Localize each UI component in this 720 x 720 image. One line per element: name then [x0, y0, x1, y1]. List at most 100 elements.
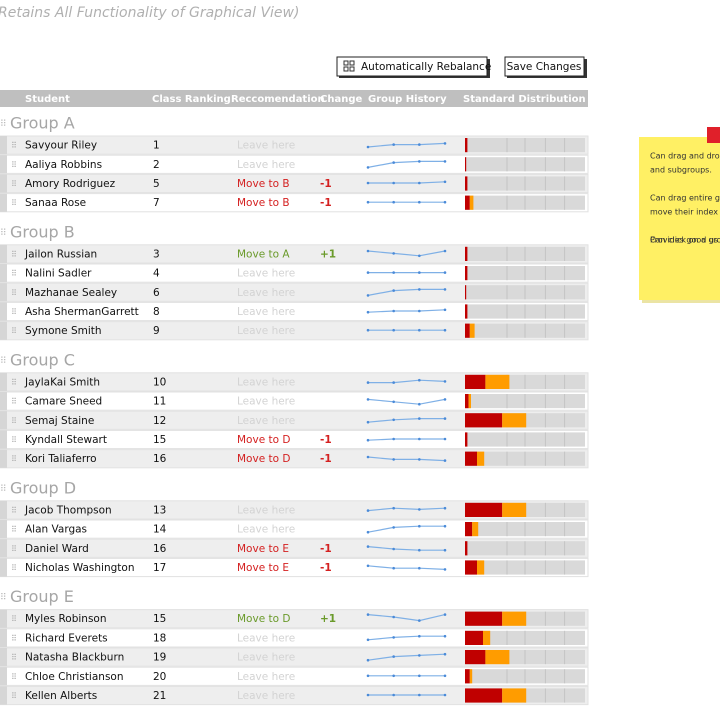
class-rank: 18 [153, 632, 166, 644]
history-point [366, 249, 370, 253]
grip: ⠿ [11, 250, 17, 259]
row-handle [0, 174, 7, 193]
history-point [366, 545, 370, 548]
recommendation: Leave here [237, 159, 295, 171]
grip: ⠿ [11, 525, 17, 534]
history-line [367, 398, 446, 405]
history-point [443, 524, 447, 528]
distribution-red [465, 285, 467, 300]
history-point [366, 166, 370, 169]
row-background [0, 628, 589, 648]
distribution-red [465, 323, 470, 338]
history-point [418, 674, 421, 678]
row-background [0, 609, 589, 629]
history-point [418, 508, 421, 511]
history-point [443, 634, 447, 638]
history-point [392, 458, 395, 461]
history-line [367, 565, 446, 570]
history-point [418, 693, 421, 697]
recommendation: Leave here [237, 140, 295, 152]
history-point [418, 160, 421, 163]
recommendation: Leave here [237, 268, 295, 280]
history-point [418, 143, 421, 146]
history-point [443, 652, 447, 656]
history-point [392, 161, 395, 164]
history-point [392, 381, 395, 384]
history-line [367, 309, 446, 313]
distribution-orange [469, 669, 473, 684]
rebalance-button[interactable]: Automatically Rebalance [336, 56, 491, 78]
student-name: Nalini Sadler [25, 268, 92, 280]
row-background [0, 301, 589, 322]
history-point [366, 381, 370, 384]
history-point [443, 437, 447, 441]
sticky-note [639, 127, 720, 303]
history-point [443, 271, 447, 274]
row-handle [0, 302, 7, 321]
change: -1 [320, 543, 332, 555]
class-rank: 16 [153, 543, 167, 555]
row-handle [0, 264, 7, 283]
history-point [392, 309, 395, 313]
row-background [0, 557, 589, 578]
class-rank: 12 [153, 415, 166, 427]
history-point [443, 548, 447, 552]
history-point [443, 249, 447, 253]
recommendation: Move to D [237, 613, 290, 625]
class-rank: 9 [153, 325, 160, 337]
row-background [0, 391, 589, 411]
distribution-red [465, 138, 468, 153]
history-point [366, 181, 370, 185]
distribution-red [465, 176, 468, 191]
distribution-red [465, 688, 503, 703]
history-point [366, 310, 370, 314]
row-background [0, 282, 589, 302]
history-point [418, 181, 421, 185]
history-point [366, 438, 370, 442]
class-rank: 15 [153, 434, 166, 446]
history-point [366, 328, 370, 332]
history-line [367, 653, 446, 661]
recommendation: Leave here [237, 524, 295, 536]
history-line [367, 288, 445, 296]
history-line [367, 635, 445, 641]
history-point [366, 420, 370, 424]
history-point [366, 398, 370, 401]
history-point [392, 143, 395, 146]
history-point [443, 142, 447, 145]
history-line [367, 142, 446, 148]
class-rank: 19 [153, 652, 166, 664]
history-point [443, 180, 447, 184]
history-line [367, 614, 446, 622]
distribution-red [465, 413, 503, 428]
class-rank: 17 [153, 562, 166, 574]
history-point [443, 459, 447, 462]
class-rank: 2 [153, 159, 160, 171]
distribution-orange [468, 394, 471, 409]
recommendation: Leave here [237, 287, 295, 299]
history-point [366, 693, 370, 697]
recommendation: Leave here [237, 396, 295, 408]
history-line [367, 546, 445, 551]
history-point [366, 455, 370, 459]
grip: ⠿ [0, 592, 7, 603]
history-point [443, 308, 447, 312]
student-name: Mazhanae Sealey [25, 287, 117, 299]
row-handle [0, 411, 7, 430]
row-background [0, 263, 589, 283]
distribution-red [465, 560, 477, 575]
student-name: Jailon Russian [24, 248, 97, 260]
change: +1 [320, 613, 336, 625]
row-background [0, 449, 589, 469]
distribution-red [465, 630, 483, 645]
history-point [418, 524, 421, 528]
history-line [367, 456, 446, 462]
student-name: Sanaa Rose [25, 197, 86, 209]
history-point [366, 530, 370, 534]
save-button[interactable]: Save Changes [504, 56, 587, 78]
grip: ⠿ [11, 692, 17, 701]
history-point [443, 288, 447, 291]
history-point [418, 271, 421, 274]
row-handle [0, 283, 7, 302]
